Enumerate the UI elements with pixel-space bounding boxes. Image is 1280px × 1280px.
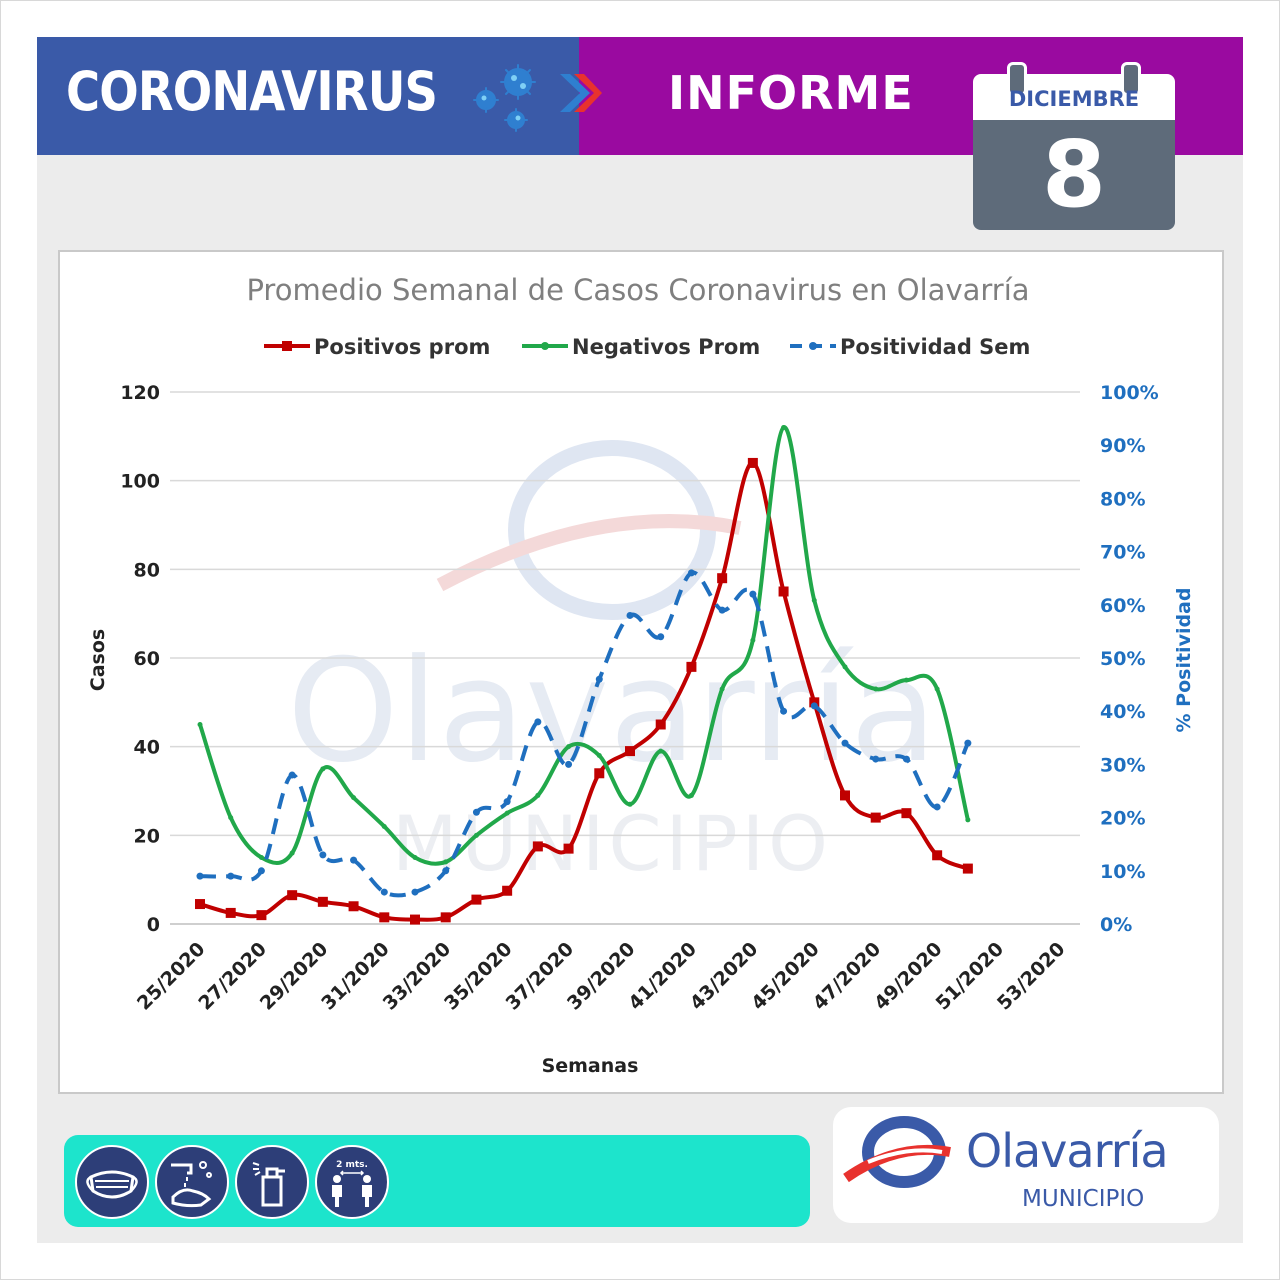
distance-icon: 2 mts. <box>315 1145 389 1219</box>
logo-word: Olavarría <box>966 1124 1169 1178</box>
sanitizer-icon <box>235 1145 309 1219</box>
logo-sub: MUNICIPIO <box>1022 1186 1145 1212</box>
chevron-right-icon <box>560 74 602 112</box>
header-informe: INFORME <box>668 66 914 120</box>
hand-wash-icon <box>155 1145 229 1219</box>
virus-icon <box>473 64 536 132</box>
calendar-ring-right <box>1121 62 1141 96</box>
distance-label: 2 mts. <box>336 1160 368 1170</box>
calendar-date: DICIEMBRE 8 <box>973 62 1175 230</box>
mask-icon <box>75 1145 149 1219</box>
calendar-month: DICIEMBRE <box>1008 87 1140 111</box>
logo-mark-icon <box>843 1116 951 1188</box>
chart-container <box>58 250 1224 1094</box>
calendar-bottom <box>973 120 1175 230</box>
calendar-day: 8 <box>1041 121 1106 228</box>
header-title: CORONAVIRUS <box>66 60 438 123</box>
calendar-top <box>973 74 1175 122</box>
calendar-ring-left <box>1007 62 1027 96</box>
